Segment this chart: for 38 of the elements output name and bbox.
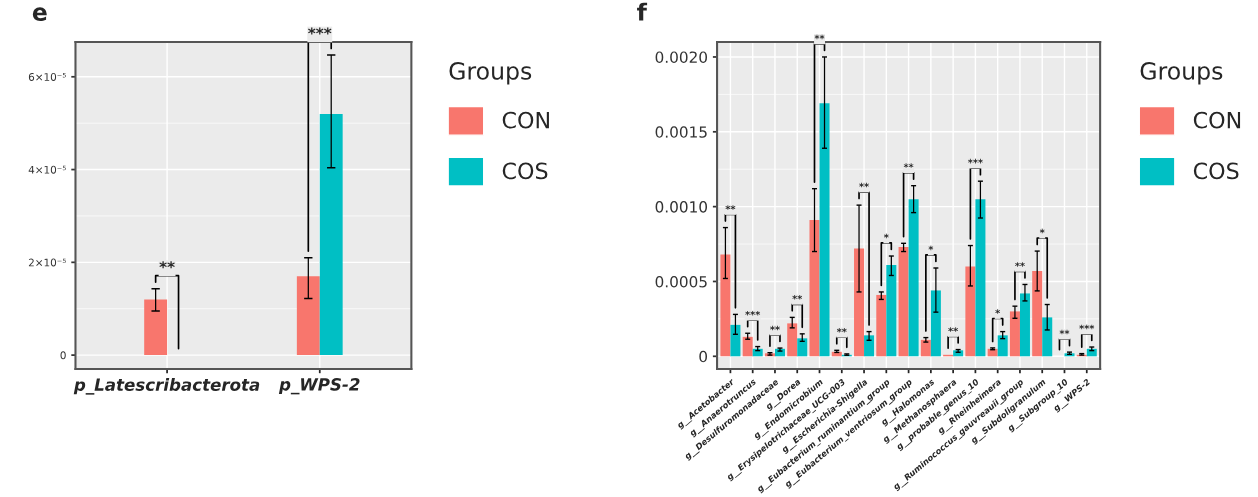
- y-tick-label: 0: [699, 350, 708, 363]
- annotation: *: [995, 309, 1001, 314]
- x-tick-label: p_WPS-2: [278, 378, 360, 395]
- y-tick-label: 0: [60, 351, 66, 360]
- annotation: **: [725, 205, 736, 210]
- y-tick-label: 0.0005: [655, 275, 707, 288]
- annotation: **: [859, 182, 869, 188]
- annotation: ***: [1079, 324, 1095, 330]
- annotation: ***: [967, 158, 983, 164]
- text: **: [814, 34, 825, 40]
- chart-title: e: [32, 7, 47, 21]
- annotation: ***: [745, 310, 761, 316]
- annotation: **: [792, 295, 803, 300]
- annotation: **: [836, 328, 847, 333]
- y-tick-label: 2×10⁻⁵: [28, 258, 66, 267]
- annotation: **: [1059, 329, 1070, 335]
- y-tick-label: 0.0020: [655, 51, 708, 63]
- y-tick-label: 6×10⁻⁵: [28, 73, 66, 81]
- y-tick-label: 4×10⁻⁵: [28, 165, 66, 174]
- annotation: **: [1015, 262, 1025, 267]
- annotation: **: [948, 327, 959, 332]
- legend-label: CON: [1193, 111, 1241, 129]
- y-tick-label: 0.0010: [655, 201, 708, 213]
- y-tick-label: 0.0015: [655, 126, 707, 138]
- chart-title: f: [637, 2, 648, 21]
- annotation: *: [928, 245, 934, 251]
- legend-title: Groups: [1140, 61, 1223, 85]
- text: ***: [308, 27, 332, 35]
- annotation: **: [770, 325, 780, 331]
- annotation: **: [159, 261, 175, 269]
- legend-label: COS: [1193, 162, 1239, 180]
- annotation: **: [903, 163, 914, 168]
- x-tick-label: p_Latescribacterota: [73, 378, 260, 395]
- legend-title: Groups: [449, 61, 532, 85]
- legend-label: COS: [502, 162, 548, 180]
- annotation: *: [1039, 228, 1045, 234]
- annotation: *: [883, 233, 889, 239]
- legend-label: CON: [502, 111, 549, 129]
